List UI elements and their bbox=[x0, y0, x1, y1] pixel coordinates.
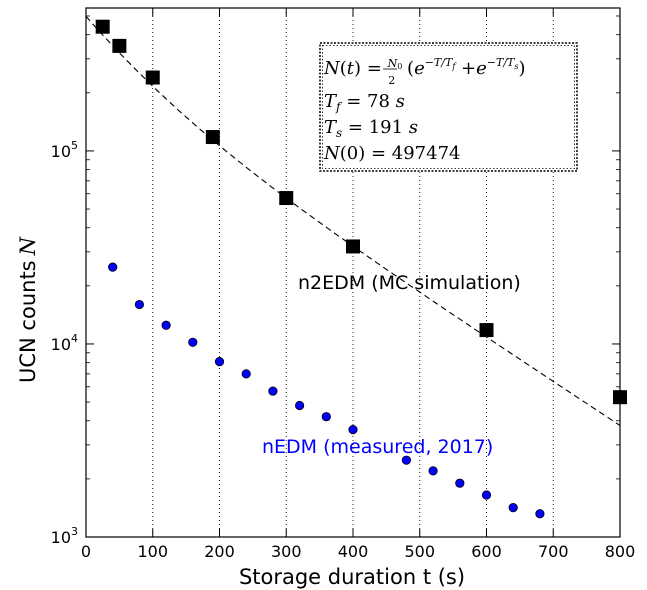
y-tick-label: 104 bbox=[51, 332, 78, 354]
nedm-point bbox=[348, 425, 358, 435]
n2edm-point bbox=[279, 191, 294, 206]
formula-line-4: N(0) = 497474 bbox=[323, 143, 461, 164]
n2edm-point bbox=[95, 19, 110, 34]
nedm-series bbox=[108, 262, 545, 519]
nedm-point bbox=[428, 466, 438, 476]
x-tick-label: 400 bbox=[338, 542, 369, 561]
nedm-point bbox=[294, 400, 305, 411]
x-tick-label: 800 bbox=[605, 542, 636, 561]
x-tick-label: 200 bbox=[204, 542, 235, 561]
x-tick-label: 500 bbox=[404, 542, 435, 561]
x-tick-label: 700 bbox=[538, 542, 569, 561]
n2edm-point bbox=[145, 70, 160, 85]
x-axis-label: Storage duration t (s) bbox=[239, 565, 465, 589]
y-axis-label: UCN counts N bbox=[16, 236, 40, 383]
formula-box: N(t) = N0 2 (e−T/Tf +e−T/Ts) Tf = 78 s Ts… bbox=[319, 42, 578, 172]
y-tick-label: 105 bbox=[51, 139, 78, 161]
nedm-point bbox=[134, 299, 144, 310]
x-tick-label: 0 bbox=[81, 542, 91, 561]
n2edm-point bbox=[112, 38, 127, 53]
tick-layer: 0 100 200 300 400 500 600 700 800 103 104 105 bbox=[51, 8, 636, 561]
n2edm-point bbox=[205, 130, 220, 145]
y-tick-label: 103 bbox=[51, 525, 78, 547]
x-tick-label: 100 bbox=[137, 542, 168, 561]
nedm-point bbox=[455, 478, 465, 488]
nedm-point bbox=[214, 357, 225, 367]
x-tick-label: 300 bbox=[271, 542, 302, 561]
nedm-point bbox=[535, 509, 545, 519]
formula-line-3: Ts = 191 s bbox=[324, 117, 418, 140]
nedm-annotation: nEDM (measured, 2017) bbox=[262, 436, 493, 458]
formula-line-1: N(t) = N0 2 (e−T/Tf +e−T/Ts) bbox=[323, 53, 526, 89]
n2edm-annotation: n2EDM (MC simulation) bbox=[298, 272, 521, 294]
nedm-point bbox=[481, 490, 492, 500]
n2edm-point bbox=[346, 239, 360, 254]
y-axis-label-symbol: N bbox=[16, 236, 40, 256]
nedm-point bbox=[321, 412, 331, 422]
nedm-point bbox=[401, 455, 411, 465]
n2edm-point bbox=[479, 323, 494, 338]
formula-line-2: Tf = 78 s bbox=[324, 91, 405, 114]
nedm-point bbox=[268, 386, 278, 396]
formula-box-inner-border bbox=[322, 45, 575, 169]
formula-box-border bbox=[319, 42, 578, 172]
nedm-point bbox=[241, 369, 251, 379]
series-layer bbox=[95, 19, 627, 519]
n2edm-series bbox=[95, 19, 627, 405]
x-tick-label: 600 bbox=[471, 542, 502, 561]
nedm-point bbox=[188, 337, 198, 347]
nedm-point bbox=[508, 503, 518, 513]
nedm-point bbox=[108, 262, 118, 272]
nedm-point bbox=[161, 320, 171, 330]
y-axis-label-text: UCN counts bbox=[16, 260, 40, 383]
